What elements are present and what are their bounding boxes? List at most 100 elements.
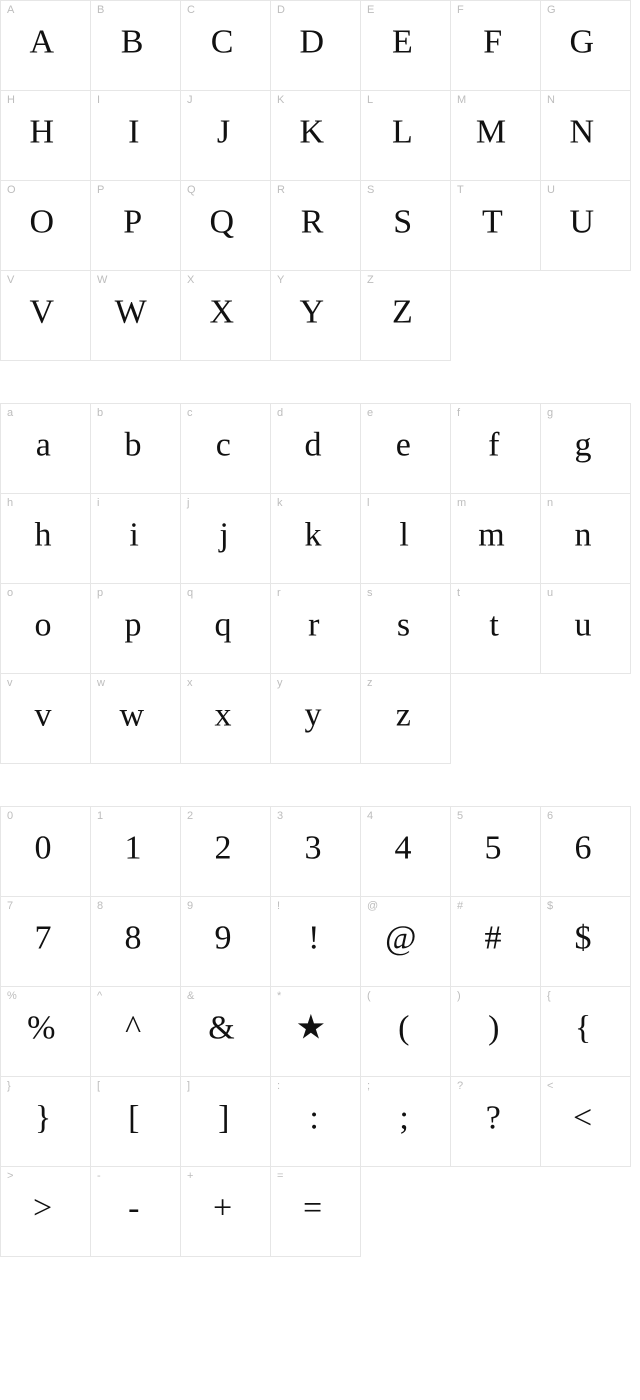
- glyph-cell[interactable]: pp: [91, 584, 181, 674]
- glyph-cell[interactable]: rr: [271, 584, 361, 674]
- glyph-label: 4: [367, 811, 373, 822]
- glyph-cell[interactable]: TT: [451, 181, 541, 271]
- glyph-cell[interactable]: vv: [1, 674, 91, 764]
- glyph-cell[interactable]: MM: [451, 91, 541, 181]
- glyph-character: I: [128, 115, 139, 149]
- glyph-cell[interactable]: PP: [91, 181, 181, 271]
- glyph-cell[interactable]: GG: [541, 1, 631, 91]
- glyph-cell[interactable]: yy: [271, 674, 361, 764]
- glyph-cell[interactable]: QQ: [181, 181, 271, 271]
- glyph-cell[interactable]: <<: [541, 1077, 631, 1167]
- glyph-cell[interactable]: @@: [361, 897, 451, 987]
- glyph-cell[interactable]: $$: [541, 897, 631, 987]
- glyph-cell[interactable]: RR: [271, 181, 361, 271]
- glyph-cell[interactable]: [[: [91, 1077, 181, 1167]
- glyph-cell[interactable]: ee: [361, 404, 451, 494]
- glyph-cell[interactable]: DD: [271, 1, 361, 91]
- glyph-label: a: [7, 408, 13, 419]
- glyph-cell[interactable]: ??: [451, 1077, 541, 1167]
- glyph-cell[interactable]: kk: [271, 494, 361, 584]
- glyph-cell[interactable]: ((: [361, 987, 451, 1077]
- glyph-cell[interactable]: 55: [451, 807, 541, 897]
- glyph-character: 8: [124, 921, 141, 955]
- glyph-cell[interactable]: 77: [1, 897, 91, 987]
- glyph-cell[interactable]: oo: [1, 584, 91, 674]
- glyph-cell[interactable]: AA: [1, 1, 91, 91]
- glyph-cell[interactable]: qq: [181, 584, 271, 674]
- glyph-cell[interactable]: 11: [91, 807, 181, 897]
- glyph-character: 5: [484, 831, 501, 865]
- glyph-cell[interactable]: EE: [361, 1, 451, 91]
- glyph-cell[interactable]: II: [91, 91, 181, 181]
- glyph-cell[interactable]: ZZ: [361, 271, 451, 361]
- glyph-cell[interactable]: ss: [361, 584, 451, 674]
- glyph-label: 0: [7, 811, 13, 822]
- glyph-cell[interactable]: 99: [181, 897, 271, 987]
- glyph-cell[interactable]: ==: [271, 1167, 361, 1257]
- glyph-cell[interactable]: >>: [1, 1167, 91, 1257]
- glyph-cell[interactable]: 33: [271, 807, 361, 897]
- glyph-label: b: [97, 408, 103, 419]
- glyph-cell[interactable]: %%: [1, 987, 91, 1077]
- glyph-cell[interactable]: ^^: [91, 987, 181, 1077]
- glyph-cell[interactable]: xx: [181, 674, 271, 764]
- glyph-cell[interactable]: tt: [451, 584, 541, 674]
- glyph-label: D: [277, 5, 285, 16]
- glyph-cell[interactable]: !!: [271, 897, 361, 987]
- glyph-cell[interactable]: ii: [91, 494, 181, 584]
- glyph-character: O: [30, 205, 55, 239]
- glyph-cell[interactable]: SS: [361, 181, 451, 271]
- glyph-cell[interactable]: ++: [181, 1167, 271, 1257]
- glyph-cell[interactable]: BB: [91, 1, 181, 91]
- glyph-cell[interactable]: zz: [361, 674, 451, 764]
- glyph-cell[interactable]: UU: [541, 181, 631, 271]
- glyph-cell[interactable]: YY: [271, 271, 361, 361]
- glyph-cell[interactable]: ;;: [361, 1077, 451, 1167]
- glyph-cell[interactable]: ::: [271, 1077, 361, 1167]
- glyph-cell[interactable]: *★: [271, 987, 361, 1077]
- glyph-cell[interactable]: &&: [181, 987, 271, 1077]
- glyph-cell[interactable]: 22: [181, 807, 271, 897]
- glyph-cell[interactable]: CC: [181, 1, 271, 91]
- glyph-cell[interactable]: nn: [541, 494, 631, 584]
- glyph-cell[interactable]: uu: [541, 584, 631, 674]
- glyph-cell[interactable]: 66: [541, 807, 631, 897]
- glyph-cell[interactable]: HH: [1, 91, 91, 181]
- glyph-cell[interactable]: ww: [91, 674, 181, 764]
- glyph-cell[interactable]: jj: [181, 494, 271, 584]
- glyph-cell[interactable]: XX: [181, 271, 271, 361]
- glyph-cell[interactable]: 00: [1, 807, 91, 897]
- glyph-cell[interactable]: 44: [361, 807, 451, 897]
- glyph-cell[interactable]: aa: [1, 404, 91, 494]
- glyph-cell[interactable]: mm: [451, 494, 541, 584]
- glyph-cell[interactable]: WW: [91, 271, 181, 361]
- glyph-cell[interactable]: ]]: [181, 1077, 271, 1167]
- glyph-label: &: [187, 991, 194, 1002]
- glyph-cell[interactable]: VV: [1, 271, 91, 361]
- glyph-cell[interactable]: KK: [271, 91, 361, 181]
- glyph-cell[interactable]: LL: [361, 91, 451, 181]
- glyph-cell[interactable]: 88: [91, 897, 181, 987]
- glyph-character: h: [34, 518, 51, 552]
- glyph-cell[interactable]: cc: [181, 404, 271, 494]
- glyph-cell[interactable]: FF: [451, 1, 541, 91]
- glyph-character: e: [396, 428, 411, 462]
- glyph-cell[interactable]: OO: [1, 181, 91, 271]
- glyph-cell[interactable]: {{: [541, 987, 631, 1077]
- glyph-cell[interactable]: }}: [1, 1077, 91, 1167]
- glyph-cell[interactable]: NN: [541, 91, 631, 181]
- glyph-cell[interactable]: )): [451, 987, 541, 1077]
- glyph-label: i: [97, 498, 99, 509]
- glyph-cell[interactable]: ll: [361, 494, 451, 584]
- glyph-cell[interactable]: ff: [451, 404, 541, 494]
- glyph-cell[interactable]: dd: [271, 404, 361, 494]
- glyph-cell[interactable]: bb: [91, 404, 181, 494]
- glyph-cell[interactable]: gg: [541, 404, 631, 494]
- glyph-cell[interactable]: --: [91, 1167, 181, 1257]
- glyph-label: Y: [277, 275, 284, 286]
- glyph-character: -: [128, 1191, 139, 1225]
- glyph-cell[interactable]: ##: [451, 897, 541, 987]
- glyph-cell[interactable]: hh: [1, 494, 91, 584]
- glyph-cell[interactable]: JJ: [181, 91, 271, 181]
- glyph-label: h: [7, 498, 13, 509]
